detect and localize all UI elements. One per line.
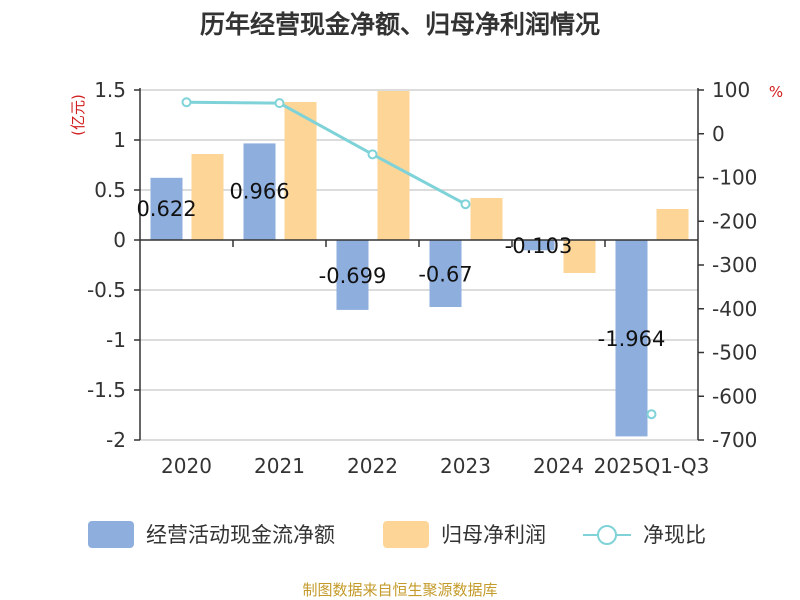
profit-bars	[191, 91, 689, 273]
cash-value-label-0: 0.622	[136, 197, 196, 221]
right-tick-label-7: -600	[712, 384, 757, 408]
cash-value-label-5: -1.964	[598, 327, 666, 351]
ratio-point-1	[274, 98, 285, 109]
legend-item-profit[interactable]: 归母净利润	[383, 521, 546, 548]
profit-bar-1	[284, 102, 317, 240]
left-tick-label-5: -1	[106, 328, 126, 352]
right-tick-label-2: -100	[712, 166, 757, 190]
bar-value-labels: 0.622 0.966 -0.699 -0.67 -0.103 -1.964	[136, 180, 665, 352]
cash-value-label-4: -0.103	[505, 234, 573, 258]
legend-label-cash: 经营活动现金流净额	[146, 523, 335, 547]
right-tick-label-4: -300	[712, 253, 757, 277]
source-note: 制图数据来自恒生聚源数据库	[302, 581, 497, 599]
legend-marker-ratio	[597, 525, 617, 545]
x-tick-label-1: 2021	[254, 454, 305, 478]
cash-bars	[150, 143, 648, 437]
ratio-point-5	[646, 409, 657, 420]
ratio-line	[181, 97, 657, 420]
legend: 经营活动现金流净额 归母净利润 净现比	[88, 521, 706, 548]
cash-bar-5	[615, 240, 648, 437]
x-tick-label-2: 2022	[347, 454, 398, 478]
profit-bar-4	[563, 240, 596, 273]
x-tick-label-5: 2025Q1-Q3	[594, 454, 710, 478]
legend-swatch-profit	[383, 521, 429, 548]
cash-bar-4	[522, 240, 555, 251]
right-tick-label-5: -400	[712, 297, 757, 321]
legend-item-ratio[interactable]: 净现比	[583, 523, 706, 547]
ratio-point-0	[181, 97, 192, 108]
right-axis-ticks: 100 0 -100 -200 -300 -400 -500 -600 -700	[712, 78, 757, 452]
cash-value-label-2: -0.699	[319, 264, 387, 288]
gridlines	[140, 89, 698, 441]
left-tick-label-0: 1.5	[94, 78, 126, 102]
x-tick-label-3: 2023	[440, 454, 491, 478]
legend-label-ratio: 净现比	[643, 523, 706, 547]
cash-bar-3	[429, 240, 462, 307]
right-tick-label-6: -500	[712, 341, 757, 365]
cash-value-label-3: -0.67	[418, 263, 472, 287]
left-tick-label-3: 0	[113, 228, 126, 252]
profit-bar-5	[656, 209, 689, 240]
x-tick-label-4: 2024	[533, 454, 584, 478]
left-axis-unit: (亿元)	[69, 94, 87, 136]
cash-bar-0	[150, 177, 183, 240]
cash-value-label-1: 0.966	[229, 180, 289, 204]
axes	[134, 88, 704, 441]
left-axis-ticks: 1.5 1 0.5 0 -0.5 -1 -1.5 -2	[87, 78, 126, 452]
chart-title: 历年经营现金净额、归母净利润情况	[200, 10, 600, 39]
cash-bar-1	[243, 143, 276, 240]
left-tick-label-7: -2	[106, 428, 126, 452]
x-tick-label-0: 2020	[161, 454, 212, 478]
left-tick-label-4: -0.5	[87, 278, 126, 302]
right-tick-label-1: 0	[712, 122, 725, 146]
left-tick-label-6: -1.5	[87, 378, 126, 402]
profit-bar-0	[191, 154, 224, 240]
legend-item-cash[interactable]: 经营活动现金流净额	[88, 521, 335, 548]
left-tick-label-2: 0.5	[94, 178, 126, 202]
legend-label-profit: 归母净利润	[441, 523, 546, 547]
legend-swatch-cash	[88, 521, 134, 548]
ratio-line-segment-0	[186, 100, 467, 206]
ratio-point-2	[367, 149, 378, 160]
x-axis-ticks: 2020 2021 2022 2023 2024 2025Q1-Q3	[161, 454, 709, 478]
right-tick-label-0: 100	[712, 78, 750, 102]
left-tick-label-1: 1	[113, 128, 126, 152]
right-tick-label-3: -200	[712, 209, 757, 233]
right-tick-label-8: -700	[712, 428, 757, 452]
ratio-point-3	[460, 199, 471, 210]
profit-bar-3	[470, 198, 503, 240]
right-axis-unit: %	[769, 83, 783, 101]
cash-bar-2	[336, 240, 369, 310]
